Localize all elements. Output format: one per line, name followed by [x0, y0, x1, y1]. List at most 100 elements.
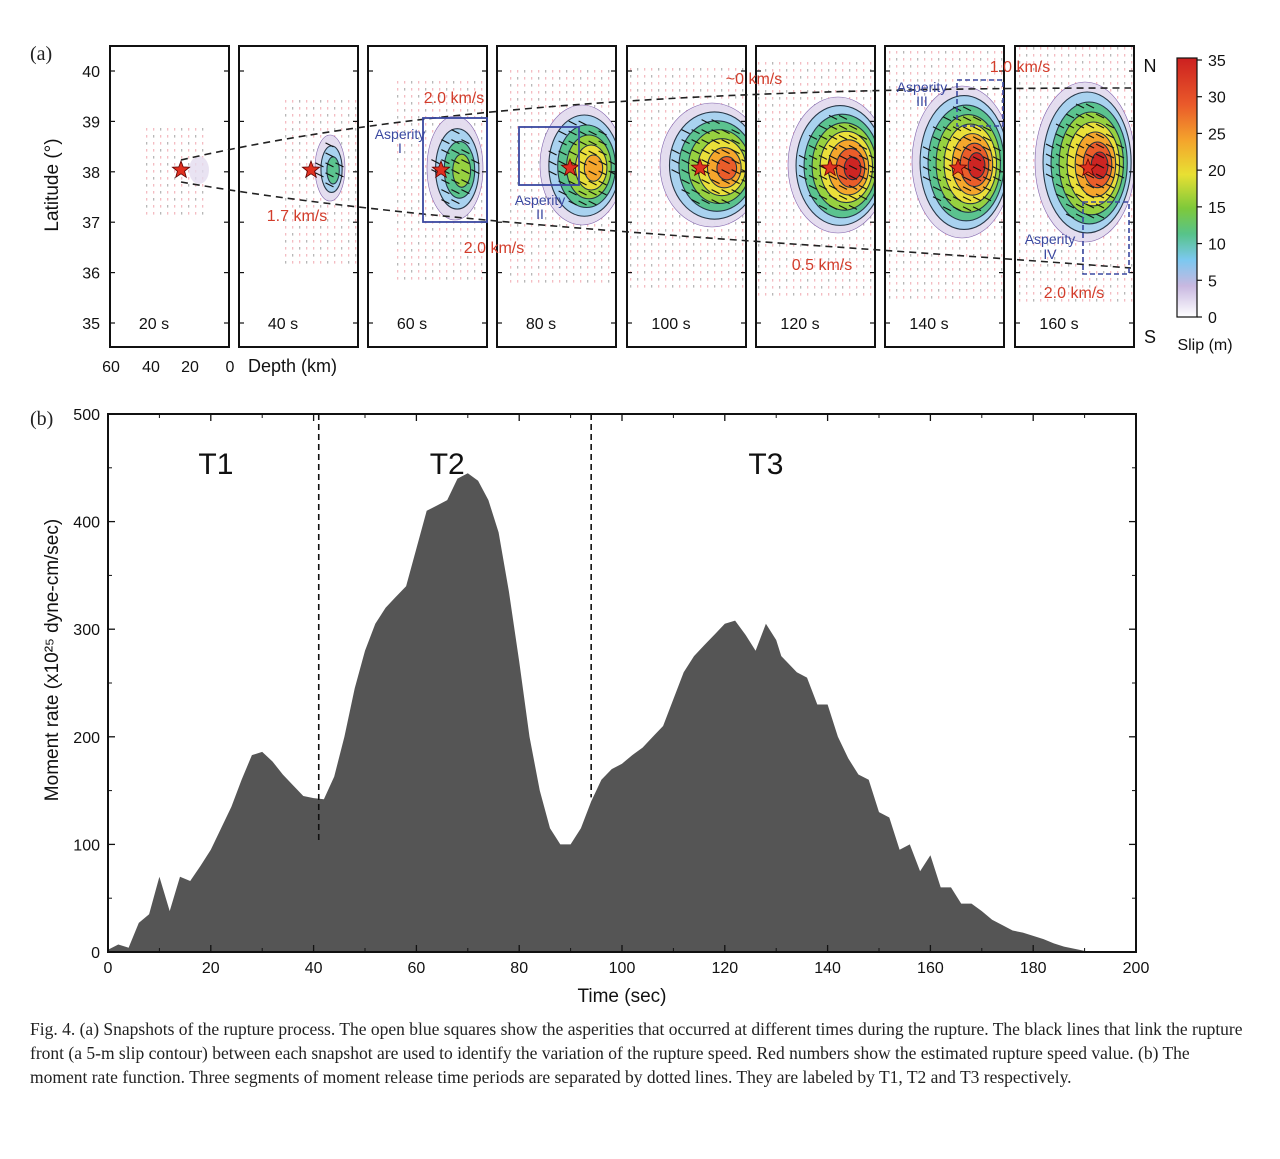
- speed-label-4: ~0 km/s: [726, 71, 782, 88]
- panel-b-label: (b): [30, 408, 53, 430]
- moment-rate-axis-label: Moment rate (x10²⁵ dyne-cm/sec): [42, 519, 63, 801]
- x-tick-60: 60: [408, 960, 426, 977]
- latitude-tick-36: 36: [82, 266, 100, 283]
- speed-label-5: 1.0 km/s: [990, 59, 1050, 76]
- asperity-1-number: I: [398, 140, 402, 156]
- latitude-tick-38: 38: [82, 165, 100, 182]
- snapshot-panels: 20 s 40 s 60 s 80 s 100 s 120 s 140 s 160 s: [109, 45, 1135, 348]
- moment-rate-plot: T1 T2 T3 0 20 40 60 80 100 120 140 160 180 200 0 100 200…: [73, 407, 1149, 977]
- speed-label-2: 1.7 km/s: [267, 208, 327, 225]
- snapshot-frame: [238, 45, 359, 348]
- asperity-box-3: [956, 79, 1004, 127]
- hypocenter-star-icon: [690, 157, 710, 177]
- colorbar-label: Slip (m): [1177, 337, 1232, 354]
- snapshot-time-label: 80 s: [526, 316, 556, 333]
- asperity-3-number: III: [916, 93, 928, 109]
- hypocenter-star-icon: [1078, 157, 1098, 177]
- y-tick-300: 300: [73, 622, 100, 639]
- colorbar-tick-10: 10: [1208, 237, 1226, 254]
- hypocenter-star-icon: [560, 157, 580, 177]
- x-tick-20: 20: [202, 960, 220, 977]
- depth-axis-label: Depth (km): [248, 356, 337, 376]
- asperity-box-4: [1082, 201, 1130, 275]
- x-tick-100: 100: [609, 960, 636, 977]
- latitude-tick-37: 37: [82, 215, 100, 232]
- y-tick-100: 100: [73, 837, 100, 854]
- snapshot-time-label: 60 s: [397, 316, 427, 333]
- colorbar-tick-20: 20: [1208, 163, 1226, 180]
- x-tick-40: 40: [305, 960, 323, 977]
- latitude-tick-39: 39: [82, 114, 100, 131]
- depth-tick-60: 60: [102, 359, 120, 376]
- asperity-2-label: Asperity: [515, 192, 566, 208]
- x-tick-0: 0: [104, 960, 113, 977]
- speed-label-6: 0.5 km/s: [792, 257, 852, 274]
- y-tick-0: 0: [91, 945, 100, 962]
- latitude-tick-35: 35: [82, 316, 100, 333]
- asperity-3-label: Asperity: [897, 79, 948, 95]
- speed-label-3: 2.0 km/s: [464, 240, 524, 257]
- colorbar-tick-labels: 35 30 25 20 15 10 5 0: [1197, 53, 1226, 327]
- hypocenter-star-icon: [171, 159, 191, 179]
- latitude-tick-labels: 40 39 38 37 36 35: [82, 64, 100, 333]
- depth-tick-20: 20: [181, 359, 199, 376]
- asperity-2-number: II: [536, 206, 544, 222]
- colorbar-tick-35: 35: [1208, 53, 1226, 70]
- rupture-front-north-line: [180, 87, 1132, 161]
- snapshot-panel-4: 80 s: [496, 45, 617, 348]
- y-tick-400: 400: [73, 515, 100, 532]
- snapshot-frame: [755, 45, 876, 348]
- snapshot-frame: [1014, 45, 1135, 348]
- south-label: S: [1144, 327, 1156, 347]
- north-label: N: [1144, 56, 1157, 76]
- colorbar-tick-0: 0: [1208, 310, 1217, 327]
- snapshot-frame: [109, 45, 230, 348]
- snapshot-time-label: 120 s: [780, 316, 819, 333]
- segment-label-t3: T3: [748, 448, 783, 481]
- asperity-4-number: IV: [1043, 246, 1057, 262]
- segment-label-t1: T1: [198, 448, 233, 481]
- asperity-box-2: [518, 126, 580, 186]
- hypocenter-star-icon: [301, 159, 321, 179]
- depth-tick-labels: 60 40 20 0: [102, 359, 234, 376]
- x-tick-120: 120: [711, 960, 738, 977]
- x-tick-200: 200: [1123, 960, 1150, 977]
- snapshot-frame: [626, 45, 747, 348]
- x-tick-80: 80: [510, 960, 528, 977]
- colorbar-tick-25: 25: [1208, 126, 1226, 143]
- snapshot-panel-5: 100 s: [626, 45, 747, 348]
- depth-tick-40: 40: [142, 359, 160, 376]
- colorbar-tick-15: 15: [1208, 200, 1226, 217]
- speed-label-1: 2.0 km/s: [424, 90, 484, 107]
- snapshot-panel-3: 60 s: [367, 45, 488, 348]
- snapshot-panel-7: 140 s: [884, 45, 1005, 348]
- x-tick-140: 140: [814, 960, 841, 977]
- y-tick-500: 500: [73, 407, 100, 424]
- rupture-front-south-line: [180, 181, 1132, 269]
- latitude-tick-40: 40: [82, 64, 100, 81]
- speed-label-7: 2.0 km/s: [1044, 285, 1104, 302]
- asperity-1-label: Asperity: [375, 126, 426, 142]
- panel-a-label: (a): [30, 43, 52, 65]
- x-tick-180: 180: [1020, 960, 1047, 977]
- segment-label-t2: T2: [430, 448, 465, 481]
- y-tick-200: 200: [73, 730, 100, 747]
- hypocenter-star-icon: [948, 157, 968, 177]
- snapshot-frame: [496, 45, 617, 348]
- hypocenter-star-icon: [820, 157, 840, 177]
- slip-colorbar: [1176, 57, 1198, 318]
- colorbar-tick-30: 30: [1208, 90, 1226, 107]
- x-tick-160: 160: [917, 960, 944, 977]
- latitude-axis-label: Latitude (°): [42, 138, 63, 231]
- snapshot-time-label: 160 s: [1039, 316, 1078, 333]
- moment-rate-area: [108, 473, 1136, 952]
- colorbar-tick-5: 5: [1208, 273, 1217, 290]
- asperity-4-label: Asperity: [1025, 231, 1076, 247]
- snapshot-time-label: 140 s: [909, 316, 948, 333]
- snapshot-time-label: 20 s: [139, 316, 169, 333]
- snapshot-time-label: 40 s: [268, 316, 298, 333]
- snapshot-panel-1: 20 s: [109, 45, 230, 348]
- snapshot-time-label: 100 s: [651, 316, 690, 333]
- hypocenter-star-icon: [431, 159, 451, 179]
